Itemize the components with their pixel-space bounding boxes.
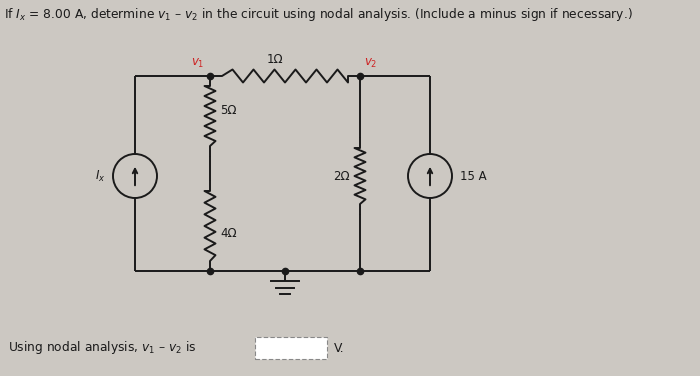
Text: Using nodal analysis, $v_1$ – $v_2$ is: Using nodal analysis, $v_1$ – $v_2$ is bbox=[8, 340, 197, 356]
Text: $I_x$: $I_x$ bbox=[94, 168, 105, 183]
Text: V.: V. bbox=[334, 341, 344, 355]
Text: If $I_x$ = 8.00 A, determine $v_1$ – $v_2$ in the circuit using nodal analysis. : If $I_x$ = 8.00 A, determine $v_1$ – $v_… bbox=[4, 6, 633, 23]
Text: 1Ω: 1Ω bbox=[267, 53, 284, 66]
Text: 5Ω: 5Ω bbox=[220, 105, 237, 117]
Text: 2Ω: 2Ω bbox=[333, 170, 350, 182]
Text: $v_2$: $v_2$ bbox=[364, 57, 377, 70]
Text: 15 A: 15 A bbox=[460, 170, 486, 182]
Text: 4Ω: 4Ω bbox=[220, 227, 237, 240]
FancyBboxPatch shape bbox=[255, 337, 327, 359]
Text: $v_1$: $v_1$ bbox=[190, 57, 204, 70]
